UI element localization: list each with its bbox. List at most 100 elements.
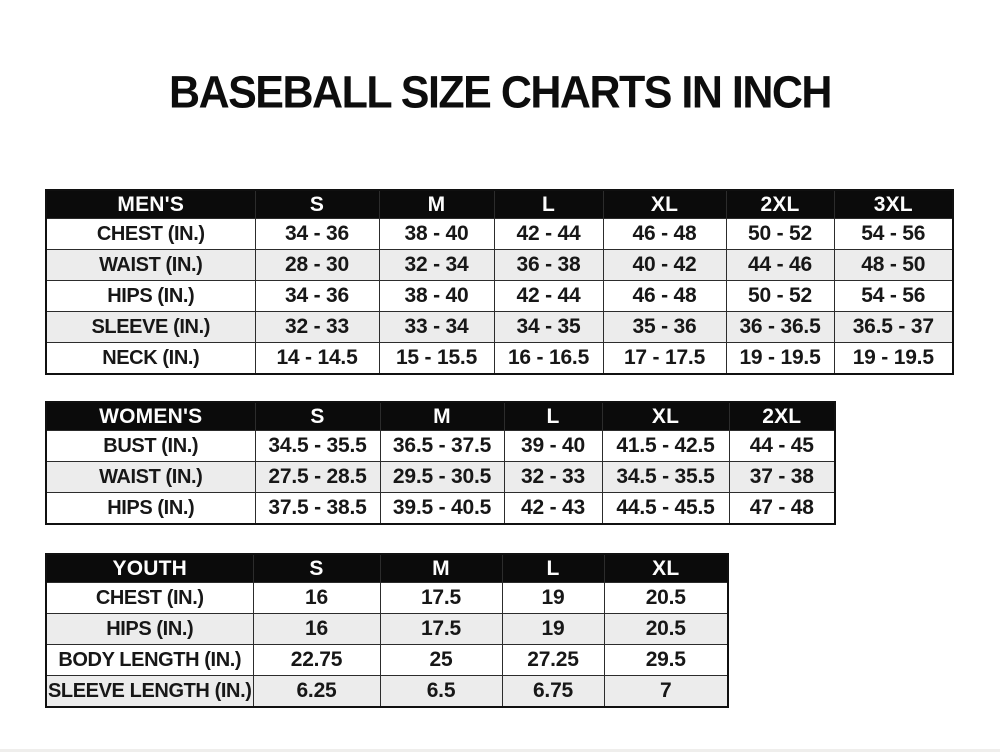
value-cell: 47 - 48 xyxy=(728,492,836,525)
value-cell: 15 - 15.5 xyxy=(378,342,495,375)
value-cell: 44 - 45 xyxy=(728,430,836,462)
value-cell: 32 - 33 xyxy=(503,461,603,493)
row-label-cell: HIPS (IN.) xyxy=(45,613,254,645)
size-col-header-xl: XL xyxy=(602,189,727,219)
youth-table-title-cell: YOUTH xyxy=(45,553,254,583)
value-cell: 34 - 36 xyxy=(254,280,380,312)
mens-size-table: MEN'S S M L XL 2XL 3XL CHEST (IN.) 34 - … xyxy=(45,189,954,375)
value-cell: 34 - 36 xyxy=(254,218,380,250)
row-label-cell: BUST (IN.) xyxy=(45,430,256,462)
table-row-hips: HIPS (IN.) 34 - 36 38 - 40 42 - 44 46 - … xyxy=(45,280,954,312)
table-row-hips: HIPS (IN.) 37.5 - 38.5 39.5 - 40.5 42 - … xyxy=(45,492,836,525)
size-col-header-s: S xyxy=(254,189,380,219)
row-label-cell: WAIST (IN.) xyxy=(45,461,256,493)
value-cell: 42 - 44 xyxy=(493,218,604,250)
size-col-header-2xl: 2XL xyxy=(728,401,836,431)
value-cell: 6.25 xyxy=(252,675,381,708)
table-row-hips: HIPS (IN.) 16 17.5 19 20.5 xyxy=(45,613,729,645)
value-cell: 32 - 34 xyxy=(378,249,495,281)
size-col-header-l: L xyxy=(493,189,604,219)
value-cell: 6.75 xyxy=(501,675,605,708)
row-label-cell: NECK (IN.) xyxy=(45,342,256,375)
value-cell: 20.5 xyxy=(603,582,729,614)
table-row-chest: CHEST (IN.) 34 - 36 38 - 40 42 - 44 46 -… xyxy=(45,218,954,250)
value-cell: 19 - 19.5 xyxy=(833,342,954,375)
womens-size-table: WOMEN'S S M L XL 2XL BUST (IN.) 34.5 - 3… xyxy=(45,401,836,525)
page-title: BASEBALL SIZE CHARTS IN INCH xyxy=(169,67,832,119)
value-cell: 20.5 xyxy=(603,613,729,645)
table-row-body-length: BODY LENGTH (IN.) 22.75 25 27.25 29.5 xyxy=(45,644,729,676)
row-label-cell: CHEST (IN.) xyxy=(45,582,254,614)
table-row-sleeve: SLEEVE (IN.) 32 - 33 33 - 34 34 - 35 35 … xyxy=(45,311,954,343)
table-row-sleeve-length: SLEEVE LENGTH (IN.) 6.25 6.5 6.75 7 xyxy=(45,675,729,708)
value-cell: 54 - 56 xyxy=(833,280,954,312)
value-cell: 34.5 - 35.5 xyxy=(601,461,730,493)
youth-size-table: YOUTH S M L XL CHEST (IN.) 16 17.5 19 20… xyxy=(45,553,729,708)
value-cell: 16 - 16.5 xyxy=(493,342,604,375)
value-cell: 38 - 40 xyxy=(378,280,495,312)
value-cell: 17.5 xyxy=(379,613,503,645)
scan-artifact-line xyxy=(0,749,1000,752)
value-cell: 37.5 - 38.5 xyxy=(254,492,381,525)
value-cell: 27.25 xyxy=(501,644,605,676)
value-cell: 40 - 42 xyxy=(602,249,727,281)
value-cell: 44 - 46 xyxy=(725,249,835,281)
value-cell: 16 xyxy=(252,613,381,645)
value-cell: 50 - 52 xyxy=(725,280,835,312)
value-cell: 34 - 35 xyxy=(493,311,604,343)
value-cell: 48 - 50 xyxy=(833,249,954,281)
size-col-header-m: M xyxy=(379,553,503,583)
value-cell: 14 - 14.5 xyxy=(254,342,380,375)
value-cell: 6.5 xyxy=(379,675,503,708)
value-cell: 42 - 44 xyxy=(493,280,604,312)
size-col-header-m: M xyxy=(378,189,495,219)
value-cell: 36.5 - 37 xyxy=(833,311,954,343)
value-cell: 29.5 xyxy=(603,644,729,676)
size-col-header-s: S xyxy=(252,553,381,583)
value-cell: 7 xyxy=(603,675,729,708)
value-cell: 37 - 38 xyxy=(728,461,836,493)
mens-header-row: MEN'S S M L XL 2XL 3XL xyxy=(45,189,954,219)
value-cell: 29.5 - 30.5 xyxy=(379,461,505,493)
value-cell: 54 - 56 xyxy=(833,218,954,250)
table-row-chest: CHEST (IN.) 16 17.5 19 20.5 xyxy=(45,582,729,614)
size-col-header-l: L xyxy=(503,401,603,431)
value-cell: 41.5 - 42.5 xyxy=(601,430,730,462)
value-cell: 46 - 48 xyxy=(602,218,727,250)
mens-table-title-cell: MEN'S xyxy=(45,189,256,219)
value-cell: 36 - 38 xyxy=(493,249,604,281)
size-col-header-xl: XL xyxy=(601,401,730,431)
size-col-header-xl: XL xyxy=(603,553,729,583)
value-cell: 17 - 17.5 xyxy=(602,342,727,375)
value-cell: 28 - 30 xyxy=(254,249,380,281)
value-cell: 19 xyxy=(501,613,605,645)
value-cell: 34.5 - 35.5 xyxy=(254,430,381,462)
value-cell: 38 - 40 xyxy=(378,218,495,250)
value-cell: 36.5 - 37.5 xyxy=(379,430,505,462)
value-cell: 19 xyxy=(501,582,605,614)
size-col-header-l: L xyxy=(501,553,605,583)
row-label-cell: CHEST (IN.) xyxy=(45,218,256,250)
row-label-cell: SLEEVE LENGTH (IN.) xyxy=(45,675,254,708)
row-label-cell: SLEEVE (IN.) xyxy=(45,311,256,343)
womens-table-title-cell: WOMEN'S xyxy=(45,401,256,431)
size-col-header-m: M xyxy=(379,401,505,431)
value-cell: 36 - 36.5 xyxy=(725,311,835,343)
row-label-cell: HIPS (IN.) xyxy=(45,280,256,312)
table-row-waist: WAIST (IN.) 28 - 30 32 - 34 36 - 38 40 -… xyxy=(45,249,954,281)
value-cell: 22.75 xyxy=(252,644,381,676)
value-cell: 19 - 19.5 xyxy=(725,342,835,375)
size-col-header-3xl: 3XL xyxy=(833,189,954,219)
youth-header-row: YOUTH S M L XL xyxy=(45,553,729,583)
value-cell: 17.5 xyxy=(379,582,503,614)
value-cell: 39.5 - 40.5 xyxy=(379,492,505,525)
table-row-neck: NECK (IN.) 14 - 14.5 15 - 15.5 16 - 16.5… xyxy=(45,342,954,375)
value-cell: 32 - 33 xyxy=(254,311,380,343)
value-cell: 39 - 40 xyxy=(503,430,603,462)
value-cell: 16 xyxy=(252,582,381,614)
value-cell: 25 xyxy=(379,644,503,676)
row-label-cell: BODY LENGTH (IN.) xyxy=(45,644,254,676)
row-label-cell: HIPS (IN.) xyxy=(45,492,256,525)
value-cell: 42 - 43 xyxy=(503,492,603,525)
table-row-bust: BUST (IN.) 34.5 - 35.5 36.5 - 37.5 39 - … xyxy=(45,430,836,462)
